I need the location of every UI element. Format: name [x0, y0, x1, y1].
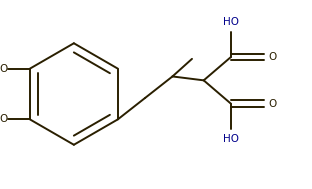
Text: O: O — [0, 64, 7, 74]
Text: HO: HO — [223, 17, 239, 27]
Text: O: O — [268, 52, 276, 62]
Text: O: O — [268, 99, 276, 109]
Text: O: O — [0, 114, 7, 124]
Text: HO: HO — [223, 134, 239, 144]
